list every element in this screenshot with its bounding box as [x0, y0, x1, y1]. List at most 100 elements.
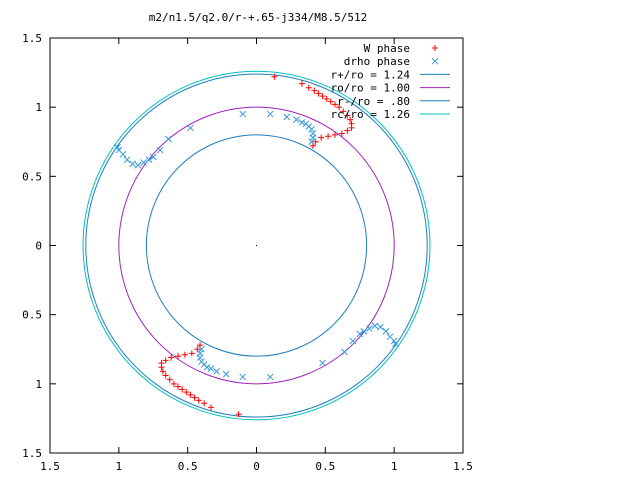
point-0-29 [179, 386, 186, 393]
chart-title: m2/n1.5/q2.0/r-+.65-j334/M8.5/512 [149, 11, 368, 24]
point-0-36 [158, 360, 165, 367]
point-0-25 [195, 397, 202, 404]
point-1-13 [156, 146, 164, 154]
circle-2 [145, 134, 368, 357]
point-1-25 [213, 368, 220, 375]
y-tick-label-5: 1 [35, 378, 42, 391]
point-1-36 [349, 337, 357, 345]
circle-3 [82, 70, 431, 421]
point-1-33 [266, 373, 274, 381]
point-0-28 [183, 389, 190, 396]
point-0-24 [201, 400, 208, 407]
point-1-37 [356, 330, 364, 338]
point-0-8 [331, 101, 338, 108]
point-0-40 [181, 351, 188, 358]
origin-dot [255, 244, 258, 247]
point-1-42 [382, 327, 390, 335]
point-1-0 [266, 110, 274, 118]
point-0-37 [162, 357, 169, 364]
point-1-22 [114, 143, 121, 151]
data-points [114, 73, 399, 418]
point-0-3 [311, 87, 318, 94]
x-tick-label-2: 0.5 [178, 460, 198, 473]
point-1-31 [196, 350, 204, 357]
point-0-10 [340, 108, 347, 115]
point-0-30 [175, 383, 182, 390]
legend-label-2: r+/ro = 1.24 [331, 68, 411, 81]
legend-label-4: r-/ro = .80 [337, 95, 410, 108]
reference-circles [82, 70, 431, 421]
point-0-43 [197, 342, 204, 349]
point-0-0 [271, 73, 278, 80]
point-0-7 [327, 98, 334, 105]
point-1-15 [145, 156, 153, 164]
point-1-45 [392, 340, 399, 348]
point-0-16 [338, 130, 345, 137]
point-1-34 [319, 359, 326, 367]
point-0-31 [170, 380, 177, 387]
point-1-24 [222, 370, 230, 378]
point-1-32 [198, 345, 205, 353]
point-0-27 [187, 391, 194, 398]
point-0-39 [175, 353, 182, 360]
point-1-39 [366, 325, 373, 332]
point-1-1 [283, 113, 291, 121]
point-0-4 [315, 90, 322, 97]
legend-label-1: drho phase [344, 55, 410, 68]
axis-ticks: 1.5 1 0.5 0 0.5 1 1.51.510.500.511.5 [22, 32, 473, 473]
x-tick-label-5: 1 [391, 460, 398, 473]
point-0-22 [235, 411, 242, 418]
point-0-14 [348, 124, 355, 131]
y-tick-label-0: 1.5 [22, 32, 42, 45]
y-tick-label-1: 1 [35, 101, 42, 114]
point-1-6 [308, 125, 315, 133]
point-1-14 [149, 153, 157, 161]
y-tick-label-6: 1.5 [22, 447, 42, 460]
point-0-15 [344, 127, 351, 134]
point-0-32 [166, 376, 173, 383]
point-0-26 [191, 394, 198, 401]
legend-swatch-1 [431, 57, 439, 65]
point-0-19 [318, 134, 325, 141]
point-0-34 [159, 368, 166, 375]
circle-0 [85, 73, 428, 418]
point-1-40 [371, 322, 379, 330]
point-1-26 [207, 365, 215, 372]
point-1-35 [341, 348, 348, 356]
point-1-19 [123, 156, 131, 164]
point-1-10 [239, 110, 247, 118]
x-tick-label-6: 1.5 [453, 460, 473, 473]
point-0-1 [298, 80, 305, 87]
point-0-11 [344, 112, 351, 119]
x-tick-label-3: 0 [253, 460, 260, 473]
point-0-23 [208, 404, 215, 411]
x-tick-label-4: 0.5 [315, 460, 335, 473]
y-tick-label-2: 0.5 [22, 170, 42, 183]
point-1-16 [140, 159, 147, 166]
point-1-29 [198, 358, 205, 366]
x-tick-label-1: 1 [116, 460, 123, 473]
point-1-11 [187, 124, 194, 132]
point-0-41 [188, 350, 195, 357]
point-1-41 [377, 323, 384, 331]
point-0-17 [331, 131, 338, 138]
point-0-12 [347, 116, 354, 123]
point-1-18 [129, 160, 136, 168]
legend-label-5: rc/ro = 1.26 [331, 108, 410, 121]
point-1-9 [308, 138, 315, 146]
y-tick-label-3: 0 [35, 240, 42, 253]
circle-1 [118, 106, 395, 385]
point-1-17 [134, 161, 142, 169]
point-0-21 [309, 142, 316, 149]
point-0-33 [162, 372, 169, 379]
x-tick-label-0: 1.5 [40, 460, 60, 473]
point-1-12 [165, 135, 172, 143]
point-1-3 [298, 119, 306, 126]
legend-label-3: ro/ro = 1.00 [331, 82, 410, 95]
point-0-9 [336, 104, 343, 111]
point-0-6 [323, 95, 330, 102]
legend-label-0: W phase [364, 42, 410, 55]
